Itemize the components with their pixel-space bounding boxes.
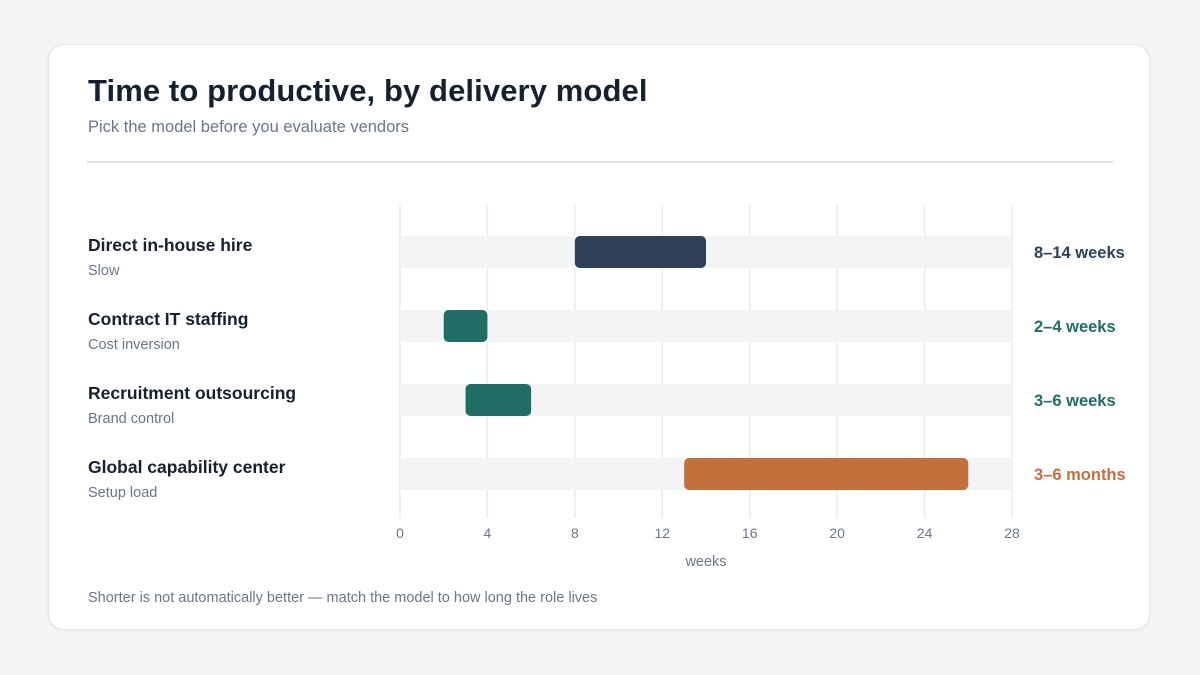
category-note: Setup load [88,485,157,501]
x-tick-label: 28 [1004,525,1020,541]
range-value-label: 8–14 weeks [1034,244,1125,262]
x-tick-label: 8 [571,525,579,541]
label-layer: Direct in-house hire Slow 8–14 weeks Contra… [88,235,1126,501]
range-value-label: 3–6 weeks [1034,392,1116,410]
range-bar [574,236,706,268]
category-label: Global capability center [88,457,286,477]
category-label: Recruitment outsourcing [88,383,296,403]
category-note: Cost inversion [88,337,180,353]
range-bar [465,384,532,416]
range-value-label: 3–6 months [1034,466,1126,484]
chart-title: Time to productive, by delivery model [88,73,648,108]
chart-footnote: Shorter is not automatically better — ma… [88,590,598,606]
x-tick-label: 12 [654,525,670,541]
track-layer [400,236,1012,490]
category-label: Contract IT staffing [88,309,248,329]
category-note: Brand control [88,411,174,427]
x-tick-label: 0 [396,525,404,541]
row-track [400,310,1012,342]
x-tick-label: 20 [829,525,845,541]
row-track [400,384,1012,416]
category-label: Direct in-house hire [88,235,253,255]
range-value-label: 2–4 weeks [1034,318,1116,336]
category-note: Slow [88,263,120,279]
range-bar [443,310,488,342]
chart-subtitle: Pick the model before you evaluate vendo… [88,118,410,136]
bar-layer [443,236,969,490]
x-tick-label: 16 [742,525,758,541]
range-bar [684,458,969,490]
x-tick-label: 24 [917,525,933,541]
x-tick-label: 4 [484,525,492,541]
tick-layer: 0 4 8 12 16 20 24 28 [396,525,1020,541]
x-axis-label: weeks [684,554,726,570]
header-divider [87,161,1113,163]
